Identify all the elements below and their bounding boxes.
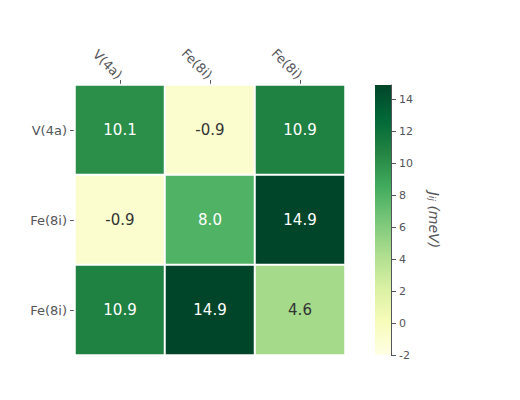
svg-text:Fe(8i): Fe(8i) bbox=[30, 303, 67, 318]
svg-text:4.6: 4.6 bbox=[288, 301, 312, 319]
svg-text:V(4a): V(4a) bbox=[32, 123, 67, 138]
svg-text:8: 8 bbox=[399, 189, 406, 202]
svg-text:2: 2 bbox=[399, 285, 406, 298]
svg-text:V(4a): V(4a) bbox=[90, 47, 126, 83]
svg-text:14.9: 14.9 bbox=[283, 211, 316, 229]
svg-text:8.0: 8.0 bbox=[198, 211, 222, 229]
svg-text:-2: -2 bbox=[399, 349, 410, 362]
svg-text:10.9: 10.9 bbox=[103, 301, 136, 319]
svg-text:12: 12 bbox=[399, 125, 413, 138]
svg-text:Fe(8i): Fe(8i) bbox=[269, 46, 306, 83]
svg-text:Fe(8i): Fe(8i) bbox=[179, 46, 216, 83]
svg-text:10: 10 bbox=[399, 157, 413, 170]
svg-text:14: 14 bbox=[399, 93, 413, 106]
svg-text:6: 6 bbox=[399, 221, 406, 234]
svg-text:0: 0 bbox=[399, 317, 406, 330]
svg-text:-0.9: -0.9 bbox=[195, 121, 224, 139]
svg-text:Jᵢⱼ (meV): Jᵢⱼ (meV) bbox=[426, 189, 442, 248]
svg-text:-0.9: -0.9 bbox=[105, 211, 134, 229]
svg-text:14.9: 14.9 bbox=[193, 301, 226, 319]
svg-text:10.9: 10.9 bbox=[283, 121, 316, 139]
svg-text:10.1: 10.1 bbox=[103, 121, 136, 139]
svg-text:Fe(8i): Fe(8i) bbox=[30, 213, 67, 228]
svg-text:4: 4 bbox=[399, 253, 406, 266]
